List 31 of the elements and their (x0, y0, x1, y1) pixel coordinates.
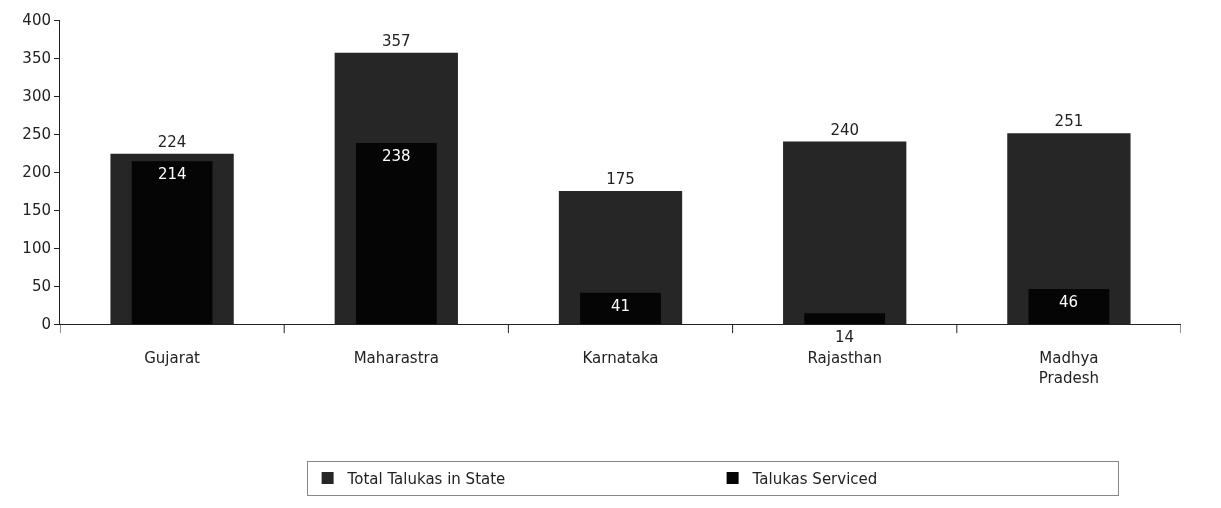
y-tick-label: 0 (41, 315, 51, 334)
legend-label: Total Talukas in State (346, 469, 506, 488)
data-label: 357 (381, 31, 411, 50)
data-label: 14 (835, 328, 855, 346)
y-tick-label: 200 (22, 163, 51, 182)
x-tick-label: Maharastra (353, 349, 439, 367)
data-label: 238 (382, 147, 411, 165)
data-label: 240 (830, 120, 860, 139)
y-tick-label: 100 (22, 239, 51, 258)
x-tick-label: Madhya Pradesh (1038, 349, 1100, 387)
y-tick-label: 350 (22, 49, 51, 68)
y-tick-label: 50 (31, 277, 51, 296)
bar (804, 313, 886, 324)
x-tick-label: Karnataka (582, 349, 659, 367)
y-tick-label: 400 (22, 11, 51, 30)
data-label: 214 (158, 165, 187, 183)
data-label: 251 (1054, 112, 1084, 131)
bar (131, 161, 213, 324)
y-tick-label: 250 (22, 125, 51, 144)
data-label: 175 (606, 170, 635, 188)
bar (1028, 289, 1110, 324)
bar (355, 143, 437, 324)
x-tick-label: Rajasthan (807, 349, 882, 367)
bar (580, 292, 661, 324)
data-label: 46 (1059, 293, 1079, 311)
data-label: 224 (157, 132, 187, 151)
y-tick-label: 150 (22, 201, 51, 220)
y-tick-label: 300 (22, 87, 51, 106)
x-tick-label: Gujarat (144, 349, 201, 367)
legend-label: Talukas Serviced (751, 469, 878, 488)
data-label: 41 (611, 297, 631, 315)
